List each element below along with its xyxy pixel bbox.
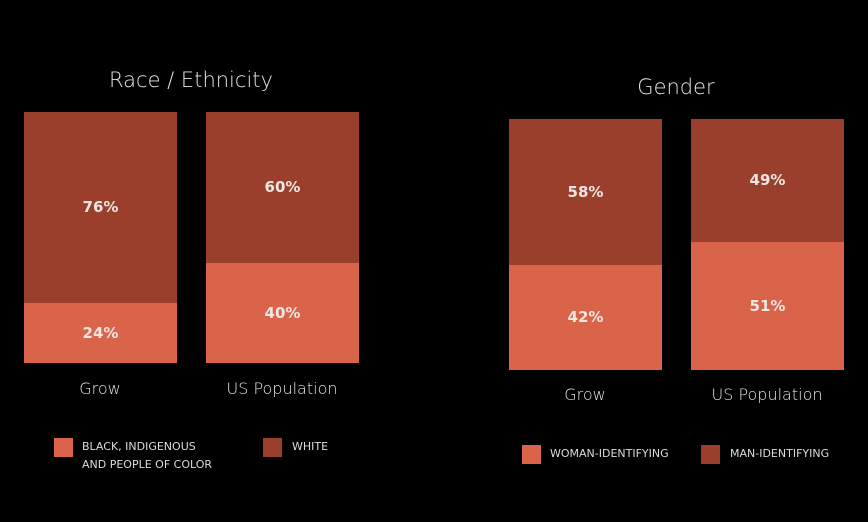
race-category-us: US Population bbox=[226, 379, 338, 398]
legend-label-man: MAN-IDENTIFYING bbox=[730, 447, 830, 460]
data-label: 42% bbox=[567, 308, 604, 327]
data-label: 60% bbox=[264, 178, 301, 197]
legend-swatch-bipoc bbox=[54, 438, 73, 457]
gender-chart-title: Gender bbox=[637, 75, 715, 99]
bar-segment: 76% bbox=[24, 112, 177, 303]
data-label: 58% bbox=[567, 182, 604, 201]
data-label: 24% bbox=[82, 323, 119, 342]
bar-segment: 42% bbox=[509, 264, 662, 370]
bar-segment: 24% bbox=[24, 302, 177, 363]
bar-segment: 58% bbox=[509, 119, 662, 265]
legend-swatch-woman bbox=[522, 445, 541, 464]
stacked-bar: 24% 76% bbox=[24, 112, 177, 363]
bar-segment: 60% bbox=[206, 112, 359, 263]
bar-segment: 49% bbox=[691, 119, 844, 242]
race-chart-title: Race / Ethnicity bbox=[109, 68, 273, 92]
bar-segment: 40% bbox=[206, 262, 359, 363]
data-label: 51% bbox=[749, 296, 786, 315]
gender-category-grow: Grow bbox=[564, 385, 606, 404]
stacked-bar: 42% 58% bbox=[509, 119, 662, 370]
legend-swatch-man bbox=[701, 445, 720, 464]
data-label: 76% bbox=[82, 198, 119, 217]
stacked-bar: 40% 60% bbox=[206, 112, 359, 363]
gender-category-us: US Population bbox=[711, 385, 823, 404]
legend-label-woman: WOMAN-IDENTIFYING bbox=[550, 447, 669, 460]
legend-label-white: WHITE bbox=[292, 440, 329, 453]
stacked-bar: 51% 49% bbox=[691, 119, 844, 370]
legend-swatch-white bbox=[263, 438, 282, 457]
bar-segment: 51% bbox=[691, 241, 844, 370]
data-label: 40% bbox=[264, 303, 301, 322]
legend-label-bipoc: BLACK, INDIGENOUS AND PEOPLE OF COLOR bbox=[82, 440, 213, 471]
data-label: 49% bbox=[749, 171, 786, 190]
race-category-grow: Grow bbox=[79, 379, 121, 398]
